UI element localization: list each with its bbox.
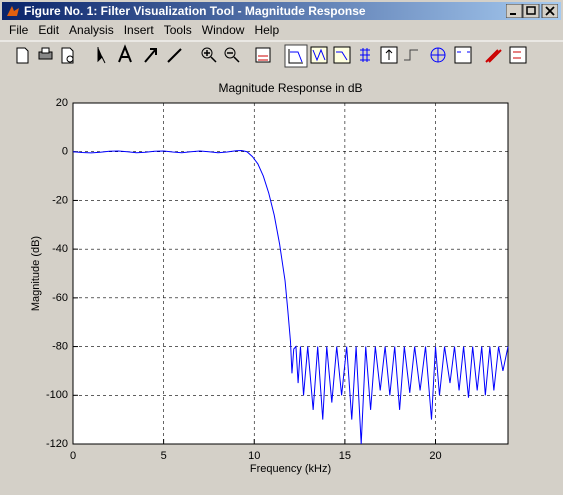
title-bar: Figure No. 1: Filter Visualization Tool … bbox=[2, 2, 561, 20]
y-tick-label: -40 bbox=[52, 243, 68, 255]
menu-item[interactable]: File bbox=[9, 23, 29, 37]
menu-item[interactable]: Tools bbox=[163, 23, 192, 37]
tool-icons[interactable] bbox=[16, 44, 527, 68]
menu-item[interactable]: Edit bbox=[38, 23, 60, 37]
y-tick-label: 20 bbox=[56, 97, 68, 109]
toolbar bbox=[0, 40, 563, 68]
window-buttons[interactable] bbox=[506, 4, 558, 18]
y-tick-label: -80 bbox=[52, 340, 68, 352]
menu-item[interactable]: Insert bbox=[123, 23, 154, 37]
app-icon bbox=[7, 6, 19, 16]
x-axis-label: Frequency (kHz) bbox=[250, 463, 331, 475]
x-tick-label: 10 bbox=[248, 450, 260, 462]
x-tick-label: 15 bbox=[339, 450, 351, 462]
chart-title: Magnitude Response in dB bbox=[218, 81, 362, 95]
menu-item[interactable]: Window bbox=[201, 23, 245, 37]
window-title: Figure No. 1: Filter Visualization Tool … bbox=[24, 4, 366, 18]
y-axis-label: Magnitude (dB) bbox=[30, 236, 42, 311]
axes-background bbox=[73, 103, 508, 444]
x-tick-label: 0 bbox=[70, 450, 76, 462]
axes-frame bbox=[72, 102, 509, 445]
y-tick-label: -120 bbox=[46, 438, 68, 450]
menu-item[interactable]: Analysis bbox=[69, 23, 114, 37]
menu-bar: File Edit Analysis Insert Tools Window Help bbox=[4, 22, 284, 39]
figure-area: Magnitude Response in dB Frequency (kHz)… bbox=[30, 81, 509, 475]
magnitude-line bbox=[72, 149, 509, 445]
y-tick-label: -20 bbox=[52, 194, 68, 206]
x-tick-label: 5 bbox=[161, 450, 167, 462]
y-tick-label: -60 bbox=[52, 292, 68, 304]
menu-item[interactable]: Help bbox=[254, 23, 280, 37]
y-tick-label: -100 bbox=[46, 389, 68, 401]
x-tick-label: 20 bbox=[429, 450, 441, 462]
y-tick-label: 0 bbox=[62, 146, 68, 158]
